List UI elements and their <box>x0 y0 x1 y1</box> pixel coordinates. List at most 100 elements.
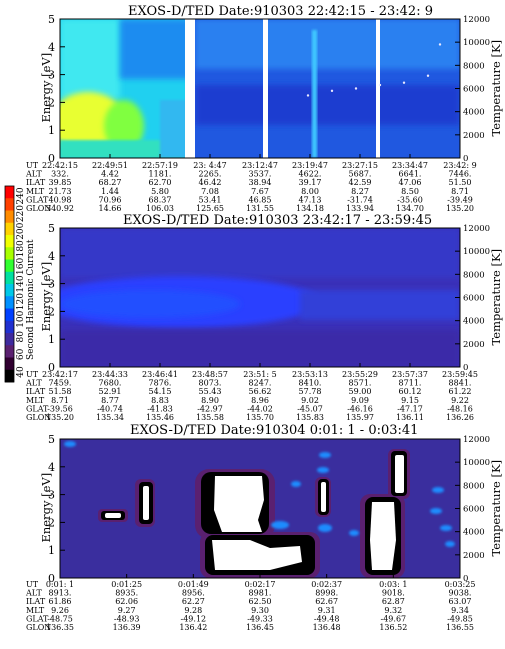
panel-2-ytick-label: 4 <box>48 250 55 263</box>
panel-1-table-cell: 1181. <box>149 170 172 179</box>
panel-1-table-cell: 23:34:47 <box>392 161 428 170</box>
panel-2-rtick-label: 12000 <box>463 224 490 234</box>
panel-1-rtick-label: 0 <box>463 154 468 164</box>
panel-2-ylabel: Energy [eV] <box>39 262 53 332</box>
panel-1-table-cell: 6641. <box>399 170 422 179</box>
panel-3-ylabel: Energy [eV] <box>39 473 53 543</box>
panel-2-table-cell: 135.34 <box>96 413 124 422</box>
colorbar-tick-label: 60 <box>16 348 26 360</box>
panel-2-table-cell: -39.56 <box>47 404 73 413</box>
panel-2-table-row-label: ALT <box>25 379 42 388</box>
panel-3: EXOS-D/TED Date:910304 0:01: 1 - 0:03:41 <box>59 423 461 579</box>
panel-2-rtick-label: 2000 <box>463 340 485 350</box>
panel-1-table-cell: 8.00 <box>301 187 319 196</box>
panel-1-table-cell: 53.41 <box>199 195 222 204</box>
panel-1-table-cell: 8.27 <box>351 187 369 196</box>
panel-1: EXOS-D/TED Date:910303 22:42:15 - 23:42:… <box>59 4 461 159</box>
panel-3-ytick-label: 1 <box>48 544 55 557</box>
panel-2-table-cell: 57.78 <box>299 387 322 396</box>
panel-3-blue-blobs <box>64 441 455 547</box>
panel-2-rtick-label: 8000 <box>463 270 485 280</box>
panel-3-ytick-label: 3 <box>48 489 55 502</box>
panel-2-rtick-label: 0 <box>463 363 468 373</box>
panel-1-right-middle-band <box>195 85 460 125</box>
panel-3-table-cell: 136.42 <box>179 623 207 632</box>
panel-1-table-cell: 22:42:15 <box>42 161 78 170</box>
panel-2-table-row-label: ILAT <box>26 387 46 396</box>
panel-2-y2label: Temperature [K] <box>489 249 503 346</box>
panel-2-table-cell: 23:51: 5 <box>243 370 276 379</box>
panel-3-table-row-label: MLT <box>26 606 45 615</box>
panel-1-table-row-label: GLON <box>26 204 51 213</box>
colorbar-swatch <box>5 284 14 297</box>
colorbar-tick-label: 140 <box>16 275 26 292</box>
panel-3-table-cell: -49.67 <box>381 614 407 623</box>
ephemeris-tables: UT 22:42:15 22:49:51 22:57:19 23: 4:47 23:12:… <box>25 161 478 632</box>
panel-2-table-cell: 8410. <box>299 379 322 388</box>
panel-1-gap-3 <box>376 19 380 158</box>
panel-3-table-cell: 8935. <box>115 589 138 598</box>
panel-1-table-cell: 40.98 <box>49 195 72 204</box>
panel-3-table-cell: 62.27 <box>182 597 205 606</box>
panel-3-table-cell: 9038. <box>449 589 472 598</box>
panel-2-table-cell: 8247. <box>249 379 272 388</box>
panel-2-ytick-label: 1 <box>48 333 55 346</box>
colorbar-swatch <box>5 357 14 371</box>
panel-2-table-row-label: GLAT <box>26 404 49 413</box>
panel-1-table-cell: 5.80 <box>151 187 169 196</box>
panel-1-table-cell: 46.42 <box>199 178 222 187</box>
panel-3-table-row-label: GLON <box>26 623 51 632</box>
panel-1-rtick-label: 10000 <box>463 38 490 48</box>
colorbar-swatch <box>5 186 14 199</box>
colorbar-tick-label: 80 <box>16 331 26 343</box>
panel-3-table-row-label: ILAT <box>26 597 46 606</box>
panel-2-table-cell: 8.96 <box>251 396 269 405</box>
panel-1-table-cell: 8.71 <box>451 187 469 196</box>
panel-3-table-cell: 61.86 <box>49 597 72 606</box>
panel-1-table-cell: 68.37 <box>149 195 172 204</box>
panel-3-table-cell: 9018. <box>382 589 405 598</box>
panel-2-table-cell: -44.02 <box>247 404 273 413</box>
panel-3-table-cell: 9.26 <box>51 606 69 615</box>
colorbar-swatch <box>5 271 14 285</box>
panel-2-table-cell: 23:57:37 <box>392 370 428 379</box>
panel-2-table-cell: 52.91 <box>99 387 122 396</box>
panel-2-title: EXOS-D/TED Date:910303 23:42:17 - 23:59:… <box>123 213 432 228</box>
panel-1-table-cell: 2265. <box>199 170 222 179</box>
panel-3-table-cell: 0:01:25 <box>111 580 142 589</box>
panel-3-table-cell: -48.93 <box>114 614 140 623</box>
panel-1-table-cell: 4.42 <box>101 170 119 179</box>
panel-3-table-cell: 136.52 <box>379 623 407 632</box>
panel-1-left-cyan-upper <box>60 19 120 99</box>
temperature-point <box>402 81 406 84</box>
panel-2: EXOS-D/TED Date:910303 23:42:17 - 23:59:… <box>59 213 461 368</box>
panel-3-table-cell: 62.67 <box>315 597 338 606</box>
panel-3-title: EXOS-D/TED Date:910304 0:01: 1 - 0:03:41 <box>130 423 418 438</box>
panel-3-rtick-label: 6000 <box>463 505 485 515</box>
axes-layer: 012345020004000600080001000012000Energy … <box>39 13 503 585</box>
panel-3-ytick-label: 4 <box>48 461 55 474</box>
panel-3-table-cell: 8913. <box>49 589 72 598</box>
panel-1-gap-2 <box>263 19 268 158</box>
panel-2-table-cell: 135.20 <box>46 413 74 422</box>
panel-3-table-cell: 136.35 <box>46 623 74 632</box>
panel-1-table-row-label: UT <box>26 161 39 170</box>
panel-3-table-cell: -49.85 <box>447 614 473 623</box>
colorbar-tick-label: 200 <box>16 222 26 239</box>
panel-1-right-upper-band <box>195 19 460 69</box>
panel-3-table-cell: 136.45 <box>246 623 274 632</box>
panel-2-table-cell: 8841. <box>449 379 472 388</box>
colorbar-swatch <box>5 235 14 248</box>
panel-3-y2label: Temperature [K] <box>489 460 503 557</box>
temperature-point <box>378 83 382 87</box>
panel-1-table-cell: 5687. <box>349 170 372 179</box>
panel-1-table-cell: -31.74 <box>347 195 373 204</box>
panel-2-ytick-label: 3 <box>48 278 55 291</box>
panel-1-table-cell: 51.50 <box>449 178 472 187</box>
panel-2-table-cell: 8711. <box>399 379 422 388</box>
panel-2-lower-band <box>60 330 460 367</box>
colorbar-tick-label: 100 <box>16 310 26 327</box>
panel-2-table-cell: 135.70 <box>246 413 274 422</box>
colorbar-label: Second Harmonic Current <box>26 239 36 360</box>
